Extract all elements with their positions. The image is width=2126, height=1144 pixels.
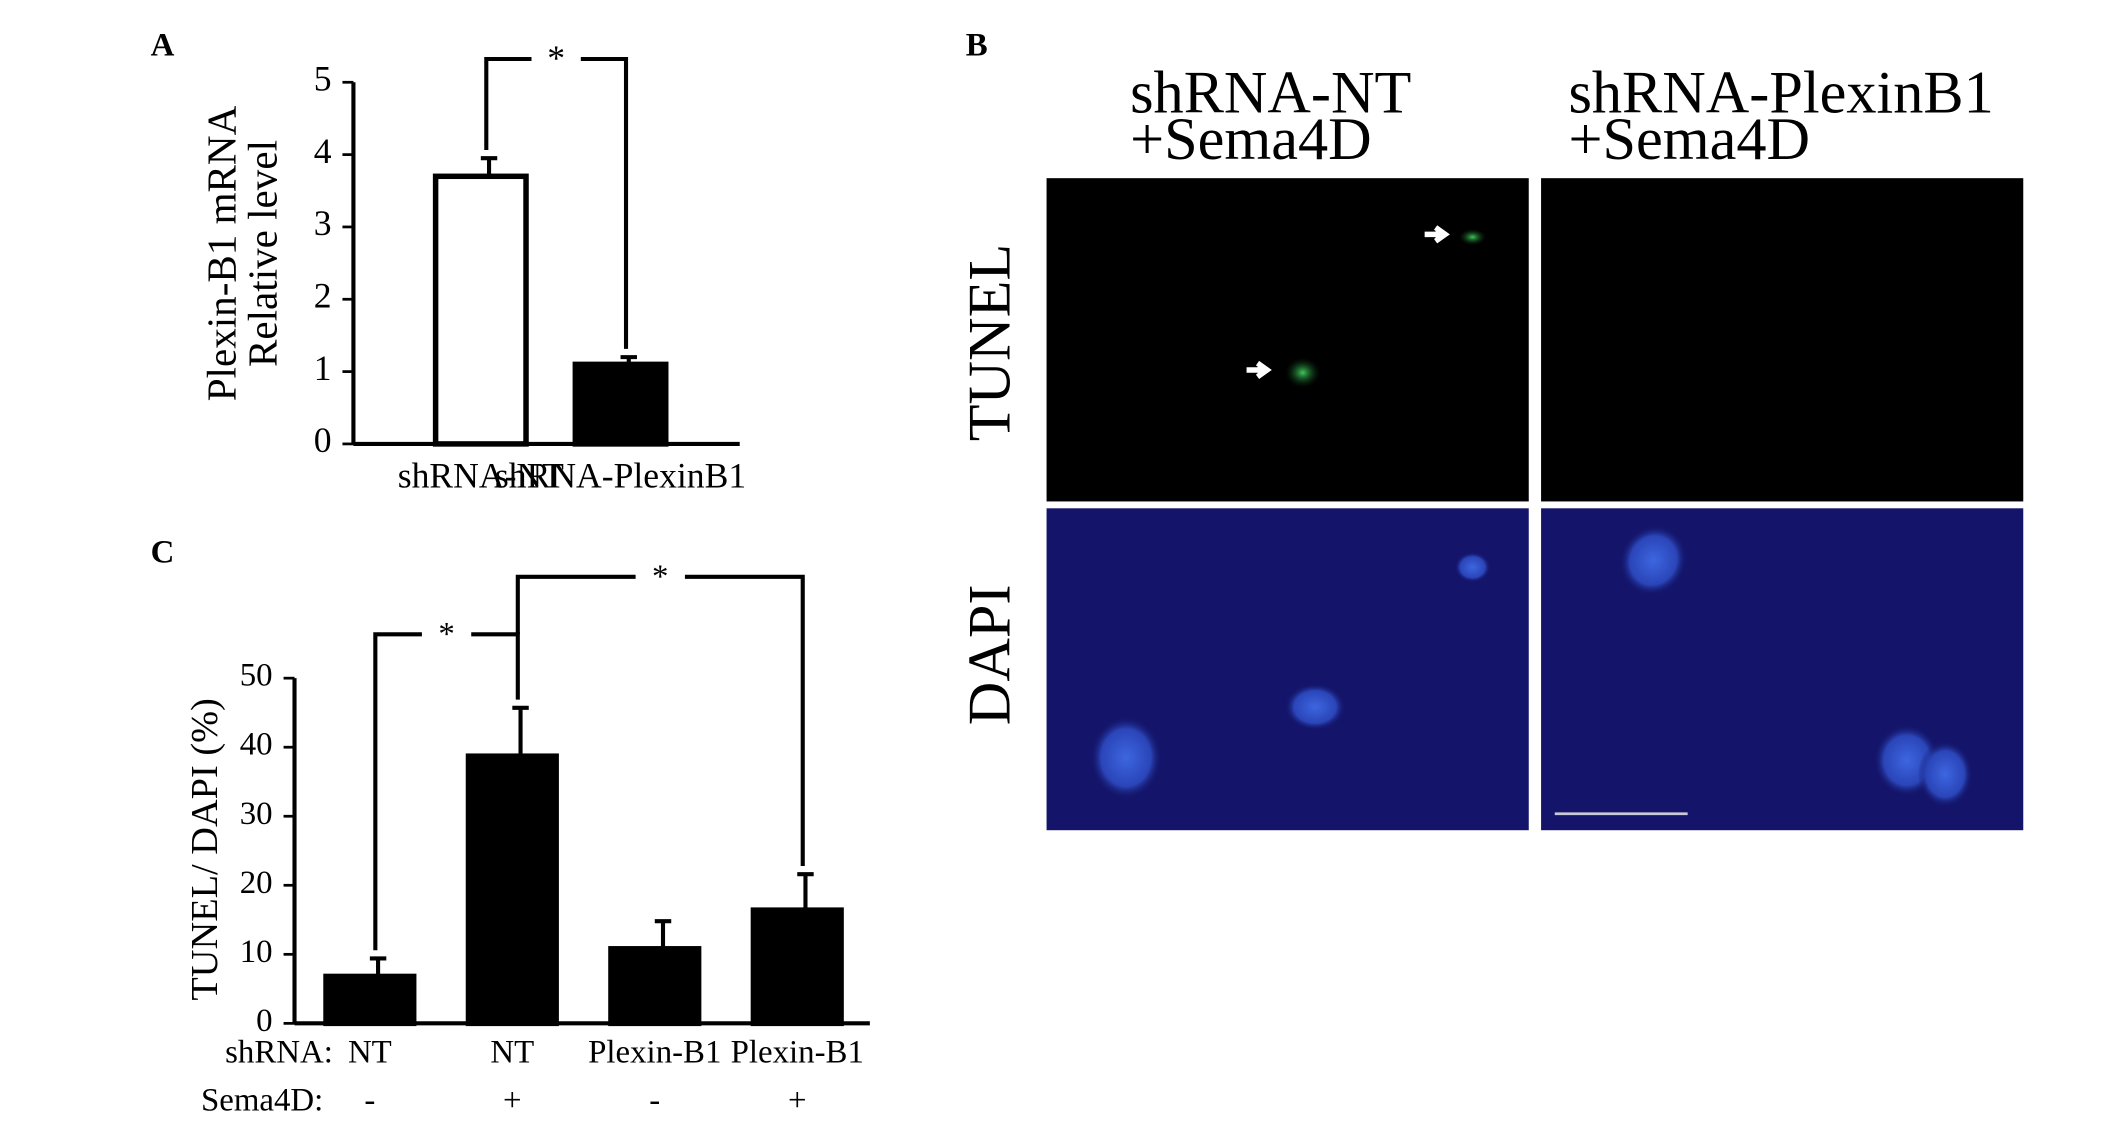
column-title: shRNA-PlexinB1 (1568, 60, 1993, 127)
significance-bracket (484, 56, 629, 349)
nucleus (1619, 525, 1687, 596)
nucleus (1454, 552, 1491, 583)
y-axis-label: Relative level (240, 140, 286, 367)
significance-label: * (547, 38, 565, 78)
arrow (1424, 225, 1450, 244)
y-tick-label: 5 (314, 58, 332, 98)
nucleus (1917, 741, 1973, 807)
x-tick-label: - (649, 1082, 660, 1118)
x-tick-label: Plexin-B1 (588, 1034, 721, 1070)
y-tick-label: 1 (314, 348, 332, 388)
x-tick-label: + (503, 1082, 522, 1118)
column-title: shRNA-NT (1130, 60, 1411, 127)
row-label: TUNEL (957, 244, 1024, 441)
panel-label: B (966, 28, 988, 64)
nucleus (1090, 716, 1162, 799)
significance-bracket (515, 574, 805, 867)
nucleus (1284, 683, 1346, 731)
x-tick-label: NT (348, 1034, 392, 1070)
y-tick-label: 50 (240, 658, 273, 694)
y-axis-label: Plexin-B1 mRNA (198, 105, 244, 401)
y-tick-label: 0 (256, 1003, 272, 1039)
micrographs (1046, 178, 2024, 831)
x-tick-label: - (364, 1082, 375, 1118)
x-tick-label: NT (490, 1034, 534, 1070)
y-axis-label: TUNEL/ DAPI (%) (184, 698, 226, 1000)
y-tick-label: 3 (314, 203, 332, 243)
significance-label: * (652, 559, 668, 595)
panel-label: A (151, 28, 175, 64)
bar (432, 173, 529, 447)
x-tick-label: shRNA-PlexinB1 (495, 456, 746, 496)
y-tick-label: 2 (314, 275, 332, 315)
row-label: shRNA: (225, 1034, 333, 1070)
x-tick-label: Plexin-B1 (731, 1034, 864, 1070)
row-label: Sema4D: (201, 1082, 323, 1118)
y-tick-label: 20 (240, 865, 273, 901)
column-title: +Sema4D (1130, 106, 1372, 173)
panel-label: C (151, 534, 175, 570)
cell (1458, 228, 1487, 246)
x-tick-label: + (788, 1082, 807, 1118)
bar (572, 361, 669, 447)
tunel-image (1046, 178, 1529, 502)
bar (750, 907, 844, 1027)
bar (465, 753, 559, 1027)
bar (323, 973, 417, 1027)
y-tick-label: 0 (314, 420, 332, 460)
bar (608, 946, 702, 1027)
column-title: +Sema4D (1568, 106, 1810, 173)
significance-label: * (438, 617, 454, 653)
cell (1284, 357, 1321, 388)
y-tick-label: 40 (240, 727, 273, 763)
row-label: DAPI (957, 585, 1024, 726)
arrow (1246, 360, 1272, 380)
y-tick-label: 30 (240, 796, 273, 832)
y-tick-label: 10 (240, 934, 273, 970)
x-tick-label: shRNA-NT (398, 456, 564, 496)
y-tick-label: 4 (314, 131, 332, 171)
tunel-image (1541, 178, 2024, 502)
